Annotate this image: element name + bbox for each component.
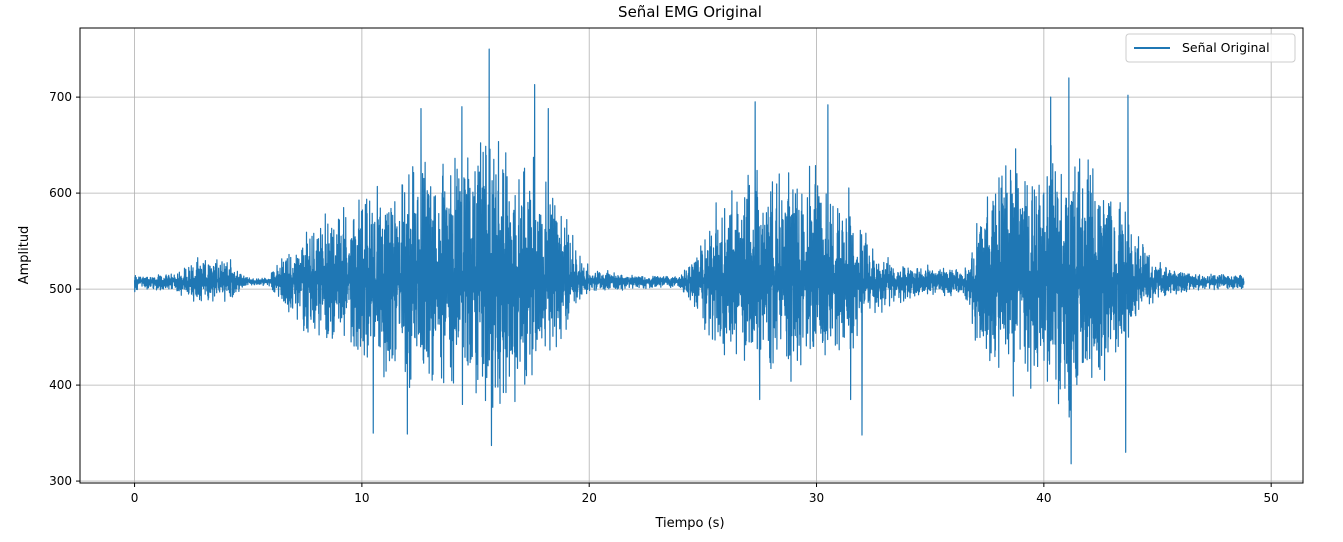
x-tick-label: 0 xyxy=(131,491,139,505)
x-ticks: 0 10 20 30 40 50 xyxy=(131,483,1279,505)
plot-frame xyxy=(79,27,1304,484)
legend-box xyxy=(1125,33,1296,63)
x-tick-label: 20 xyxy=(582,491,597,505)
series-line-senal-original xyxy=(133,48,1245,465)
x-tick-label: 50 xyxy=(1264,491,1279,505)
y-tick-label: 500 xyxy=(49,282,72,296)
series-layer xyxy=(133,48,1245,465)
y-tick-label: 400 xyxy=(49,378,72,392)
legend: Señal Original xyxy=(1125,33,1296,63)
y-tick-label: 300 xyxy=(49,474,72,488)
y-ticks: 300 400 500 600 700 xyxy=(49,90,80,488)
x-tick-label: 10 xyxy=(354,491,369,505)
y-axis-label: Amplitud xyxy=(17,226,32,285)
chart-title: Señal EMG Original xyxy=(618,3,762,21)
y-tick-label: 700 xyxy=(49,90,72,104)
legend-label-senal-original: Señal Original xyxy=(1182,40,1270,55)
x-tick-label: 40 xyxy=(1036,491,1051,505)
y-tick-label: 600 xyxy=(49,186,72,200)
x-tick-label: 30 xyxy=(809,491,824,505)
x-axis-label: Tiempo (s) xyxy=(654,516,724,531)
